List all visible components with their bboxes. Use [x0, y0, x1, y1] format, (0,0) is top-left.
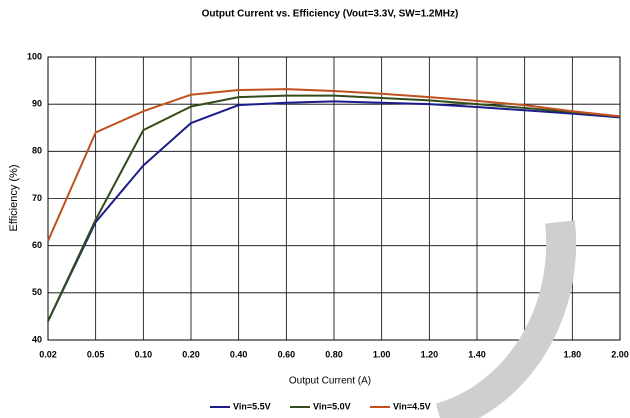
y-tick-label: 50 [32, 287, 42, 297]
y-tick-label: 60 [32, 240, 42, 250]
y-tick-label: 100 [27, 51, 42, 61]
x-tick-label: 1.20 [421, 349, 439, 359]
watermark [435, 220, 577, 418]
series-line [47, 100, 621, 322]
chart-title: Output Current vs. Efficiency (Vout=3.3V… [202, 9, 459, 20]
legend-label: Vin=5.5V [233, 401, 271, 411]
y-tick-label: 70 [32, 193, 42, 203]
y-tick-label: 90 [32, 99, 42, 109]
x-axis-label: Output Current (A) [289, 376, 371, 387]
x-tick-label: 1.00 [373, 349, 391, 359]
x-tick-label: 0.80 [325, 349, 343, 359]
legend-label: Vin=4.5V [393, 401, 431, 411]
x-tick-label: 2.00 [611, 349, 629, 359]
x-tick-label: 1.80 [564, 349, 582, 359]
x-tick-label: 0.40 [230, 349, 248, 359]
x-tick-label: 0.02 [39, 349, 57, 359]
x-tick-label: 0.10 [135, 349, 153, 359]
x-tick-label: 0.05 [87, 349, 105, 359]
y-tick-label: 80 [32, 146, 42, 156]
x-tick-label: 1.40 [468, 349, 486, 359]
x-tick-label: 0.60 [278, 349, 296, 359]
series-line [47, 94, 621, 322]
y-tick-label: 40 [32, 334, 42, 344]
plot-area: 40 50 60 70 80 90 100 0.02 0.05 0.10 0.20 0.40 0.60 0… [27, 51, 629, 359]
y-axis-label: Efficiency (%) [8, 164, 20, 231]
legend: Vin=5.5V Vin=5.0V Vin=4.5V [210, 401, 431, 411]
x-tick-label: 0.20 [182, 349, 200, 359]
series-line [47, 88, 621, 242]
legend-label: Vin=5.0V [313, 401, 351, 411]
